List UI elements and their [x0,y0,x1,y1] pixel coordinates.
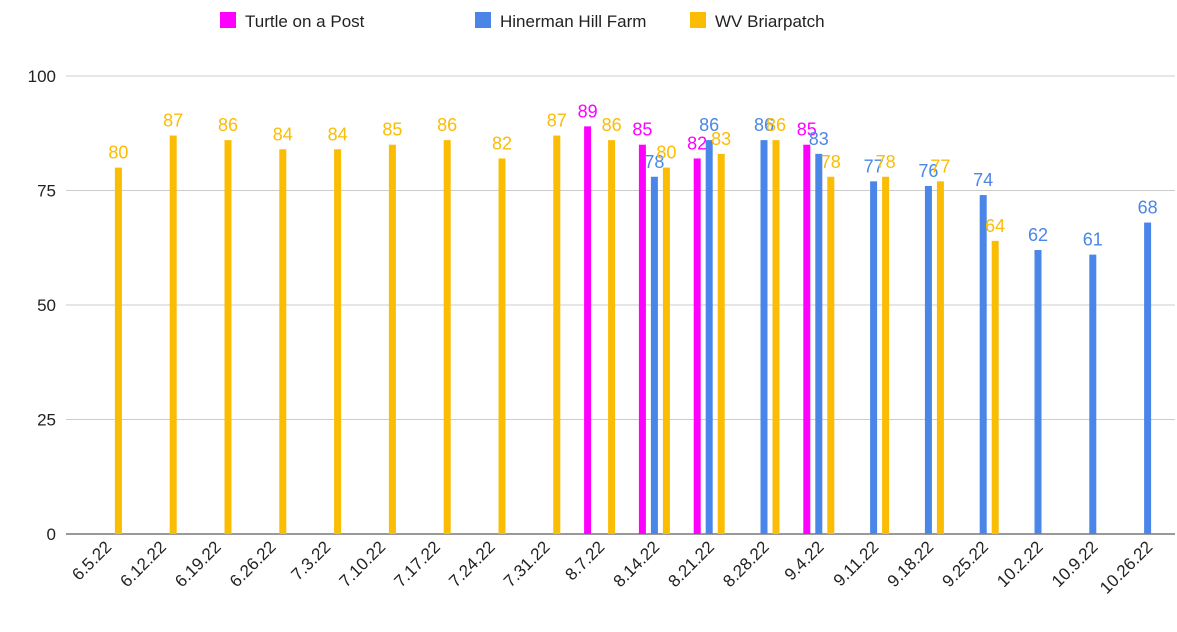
bar [693,158,701,534]
x-tick-label: 8.21.22 [664,537,718,591]
x-tick-label: 10.9.22 [1048,537,1102,591]
legend-label: WV Briarpatch [715,12,825,31]
bar [870,181,878,534]
x-tick-label: 7.10.22 [336,537,390,591]
bar [1089,254,1097,534]
value-label: 83 [809,129,829,149]
value-label: 85 [797,120,817,140]
bar [224,140,232,534]
bar [882,176,890,534]
x-tick-label: 7.3.22 [288,537,335,584]
value-label: 77 [864,156,884,176]
bar [979,195,987,534]
x-tick-label: 6.19.22 [171,537,225,591]
value-label: 68 [1138,198,1158,218]
bar [638,144,646,534]
legend-swatch [690,12,706,28]
value-label: 80 [656,143,676,163]
x-tick-label: 6.5.22 [68,537,115,584]
bar [388,144,396,534]
x-tick-label: 8.14.22 [610,537,664,591]
value-label: 86 [754,115,774,135]
value-label: 85 [382,120,402,140]
value-label: 61 [1083,230,1103,250]
value-label: 87 [547,111,567,131]
bar [827,176,835,534]
bar [498,158,506,534]
value-label: 82 [687,133,707,153]
value-label: 86 [766,115,786,135]
bar [443,140,451,534]
value-label: 78 [644,152,664,172]
bar [279,149,287,534]
x-tick-label: 7.17.22 [390,537,444,591]
bar [924,185,932,535]
value-label: 86 [699,115,719,135]
x-tick-label: 9.25.22 [938,537,992,591]
value-label: 62 [1028,225,1048,245]
bar [169,135,177,535]
value-label: 82 [492,133,512,153]
y-tick-label: 75 [37,182,56,201]
bar [815,153,823,535]
x-tick-label: 7.24.22 [445,537,499,591]
bar [772,140,780,534]
x-tick-label: 9.18.22 [884,537,938,591]
value-label: 86 [437,115,457,135]
y-tick-label: 0 [47,525,56,544]
legend-label: Hinerman Hill Farm [500,12,646,31]
bar [114,167,122,534]
value-label: 78 [876,152,896,172]
value-label: 83 [711,129,731,149]
x-tick-label: 10.26.22 [1096,537,1156,597]
bar [760,140,768,534]
bar [608,140,616,534]
bar [662,167,670,534]
value-label: 85 [632,120,652,140]
value-label: 77 [930,156,950,176]
x-tick-label: 6.26.22 [226,537,280,591]
value-label: 86 [218,115,238,135]
y-tick-label: 50 [37,296,56,315]
bar [803,144,811,534]
bar [334,149,342,534]
legend-swatch [475,12,491,28]
x-tick-label: 8.7.22 [562,537,609,584]
bar [553,135,561,535]
y-tick-label: 25 [37,411,56,430]
y-tick-label: 100 [28,67,56,86]
bar [1034,250,1042,535]
x-tick-label: 9.11.22 [830,537,883,590]
value-label: 78 [821,152,841,172]
legend-label: Turtle on a Post [245,12,365,31]
value-label: 76 [918,161,938,181]
bar [936,181,944,534]
value-label: 84 [328,124,348,144]
value-label: 86 [602,115,622,135]
x-tick-label: 6.12.22 [116,537,170,591]
value-label: 84 [273,124,293,144]
value-label: 87 [163,111,183,131]
value-label: 80 [108,143,128,163]
bar [991,240,999,534]
x-tick-label: 10.2.22 [993,537,1047,591]
value-label: 89 [578,101,598,121]
x-tick-label: 7.31.22 [500,537,554,591]
value-label: 64 [985,216,1005,236]
bar [1144,222,1152,534]
bar [705,140,713,534]
value-label: 74 [973,170,993,190]
bar [650,176,658,534]
legend-swatch [220,12,236,28]
x-tick-label: 8.28.22 [719,537,773,591]
x-tick-label: 9.4.22 [781,537,828,584]
bar [584,126,592,534]
bar [717,153,725,535]
